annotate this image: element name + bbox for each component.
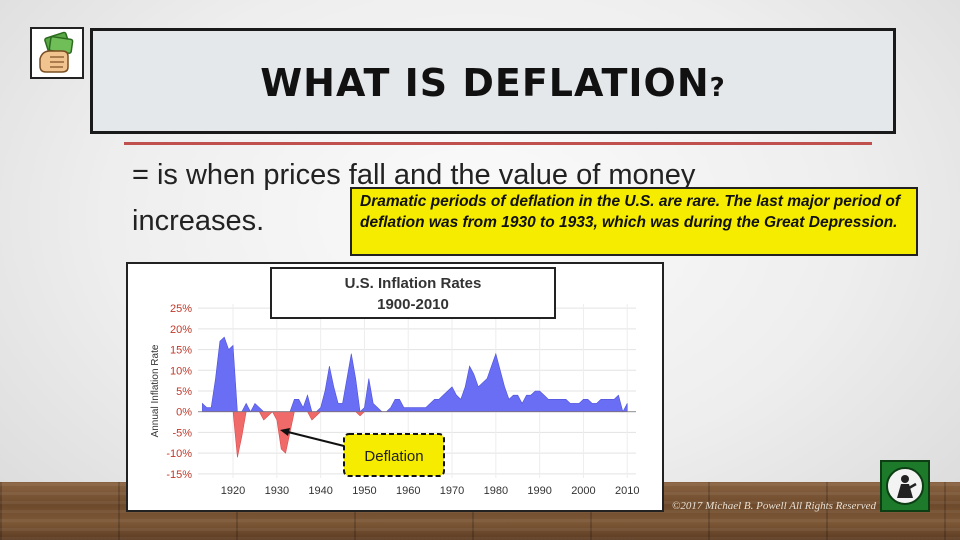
- definition-text: = is when prices fall and the value of m…: [132, 159, 696, 237]
- y-tick-label: 0%: [176, 407, 192, 419]
- y-tick-label: -10%: [166, 448, 192, 460]
- annotation-box: [343, 433, 445, 477]
- chart-title: U.S. Inflation Rates: [345, 275, 482, 292]
- annotation-arrow-head: [280, 428, 290, 436]
- y-tick-label: -15%: [166, 469, 192, 481]
- slide-title: WHAT IS DEFLATION?: [93, 61, 893, 105]
- chart-title-box: [270, 267, 556, 319]
- x-tick-label: 1950: [352, 485, 376, 497]
- annotation-label: Deflation: [364, 448, 423, 465]
- y-tick-label: -5%: [172, 427, 192, 439]
- x-tick-label: 2010: [615, 485, 639, 497]
- chart-subtitle: 1900-2010: [377, 296, 449, 313]
- y-axis-label: Annual Inflation Rate: [150, 344, 161, 437]
- x-tick-label: 1980: [484, 485, 508, 497]
- annotation-arrow-line: [287, 431, 345, 447]
- slide-title-text: WHAT IS DEFLATION: [260, 61, 710, 105]
- y-tick-label: 15%: [170, 345, 192, 357]
- x-tick-label: 1970: [440, 485, 464, 497]
- x-tick-label: 1990: [527, 485, 551, 497]
- y-tick-label: 25%: [170, 303, 192, 315]
- x-tick-label: 2000: [571, 485, 595, 497]
- slide-title-question-mark: ?: [709, 73, 726, 103]
- y-tick-label: 20%: [170, 324, 192, 336]
- y-tick-label: 5%: [176, 386, 192, 398]
- x-tick-label: 1930: [265, 485, 289, 497]
- x-tick-label: 1960: [396, 485, 420, 497]
- green-badge-logo-icon: [880, 460, 930, 512]
- inflation-chart-svg: 25% 20% 15% 10% 5% 0% -5% -10% -15% 1920 1930 1940 1…: [150, 267, 639, 497]
- title-box: WHAT IS DEFLATION?: [90, 28, 896, 134]
- accent-rule: [124, 142, 872, 145]
- copyright-text: ©2017 Michael B. Powell All Rights Reser…: [672, 500, 876, 512]
- x-tick-label: 1920: [221, 485, 245, 497]
- y-tick-label: 10%: [170, 365, 192, 377]
- inflation-chart: 25% 20% 15% 10% 5% 0% -5% -10% -15% 1920 1930 1940 1…: [126, 262, 664, 512]
- x-tick-label: 1940: [308, 485, 332, 497]
- money-hand-icon: [30, 27, 84, 79]
- inflation-area-series: [202, 336, 628, 413]
- deflation-callout: Dramatic periods of deflation in the U.S…: [350, 187, 918, 256]
